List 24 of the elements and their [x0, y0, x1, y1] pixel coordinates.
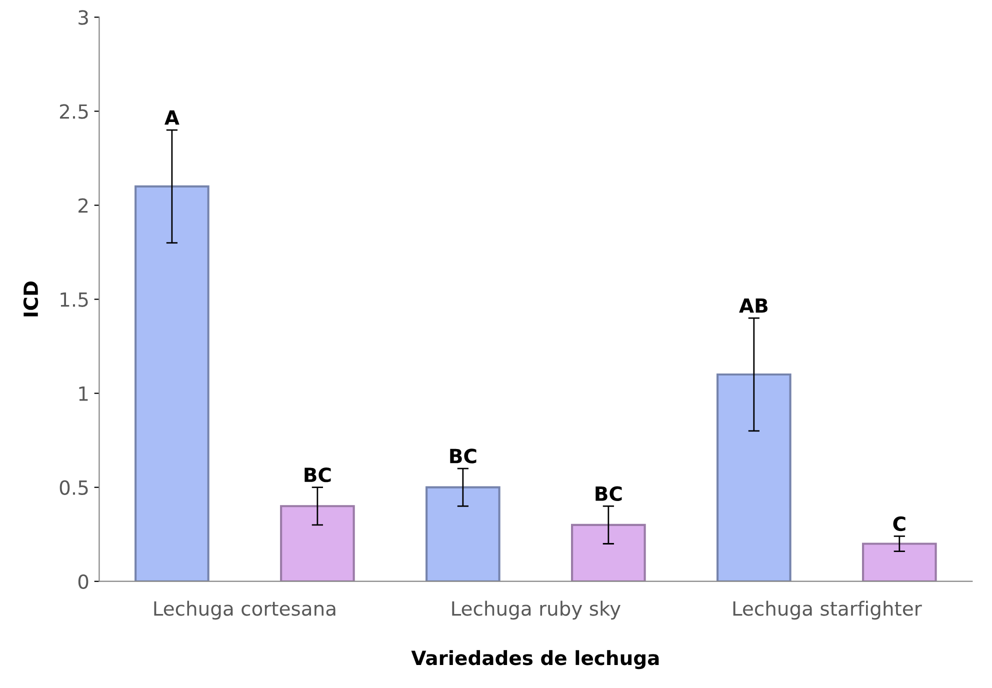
x-axis-title: Variedades de lechuga: [411, 650, 659, 670]
y-tick-label: 1.5: [60, 292, 88, 307]
data-label: A: [164, 110, 180, 125]
y-tick-label: 2: [78, 198, 88, 213]
x-tick-label: Lechuga ruby sky: [452, 600, 620, 620]
y-tick-label: 2.5: [60, 104, 88, 119]
y-tick-label: 1: [79, 386, 88, 401]
bar: [862, 542, 937, 582]
y-tick-label: 0.5: [60, 480, 88, 495]
y-tick-label: 0: [78, 574, 88, 590]
bar: [716, 373, 792, 582]
y-tick-label: 3: [78, 10, 88, 25]
bar: [134, 185, 210, 582]
bar: [426, 486, 500, 582]
data-label: BC: [450, 448, 476, 464]
x-tick-label: Lechuga cortesana: [154, 600, 336, 620]
data-label: AB: [739, 298, 768, 313]
y-axis-title: ICD: [23, 281, 38, 316]
data-label: C: [893, 516, 906, 532]
bar: [280, 505, 355, 582]
data-label: BC: [304, 467, 331, 482]
data-label: BC: [596, 486, 622, 501]
bar: [571, 524, 646, 582]
x-tick-label: Lechuga starfighter: [733, 600, 922, 620]
